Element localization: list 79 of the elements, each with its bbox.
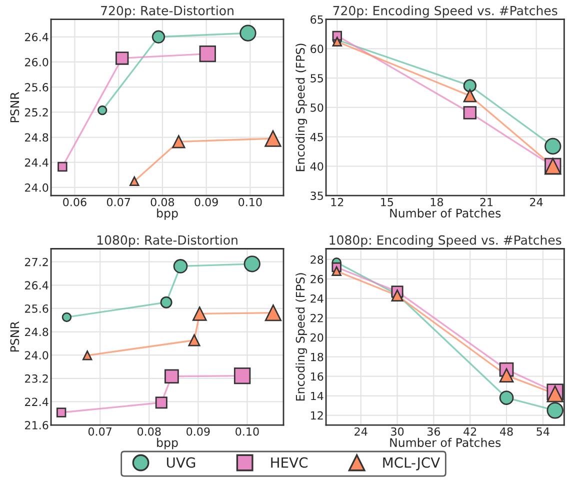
y-tick-label: 50 xyxy=(310,103,324,112)
x-tick-label: 42 xyxy=(464,427,476,436)
x-tick-label: 0.08 xyxy=(137,427,161,436)
y-tick-label: 24 xyxy=(310,294,324,303)
x-tick-label: 0.09 xyxy=(194,198,218,206)
x-tick-label: 0.09 xyxy=(186,427,210,436)
y-tick-label: 22.4 xyxy=(25,398,48,406)
x-tick-label: 48 xyxy=(500,427,513,436)
y-axis-title: PSNR xyxy=(10,92,20,122)
y-axis-title: PSNR xyxy=(10,321,20,352)
chart-title: 720p: Encoding Speed vs. #Patches xyxy=(333,6,558,18)
point xyxy=(160,296,172,308)
y-axis-title: Encoding Speed (FPS) xyxy=(296,44,308,172)
x-tick-label: 24 xyxy=(354,427,368,436)
x-tick-label: 15 xyxy=(381,198,394,206)
y-tick-label: 26.0 xyxy=(25,58,48,66)
chart-title: 720p: Rate-Distortion xyxy=(101,6,234,18)
x-axis-title: Number of Patches xyxy=(390,208,501,218)
chart-title: 1080p: Encoding Speed vs. #Patches xyxy=(330,235,562,248)
point xyxy=(152,30,166,44)
y-tick-label: 24.8 xyxy=(25,328,48,336)
y-tick-label: 27.2 xyxy=(25,258,48,266)
y-tick-label: 24.8 xyxy=(25,133,48,142)
y-axis-title: Encoding Speed (FPS) xyxy=(296,273,308,401)
x-axis-title: Number of Patches xyxy=(390,438,501,448)
y-tick-label: 21.6 xyxy=(25,421,48,430)
y-tick-label: 35 xyxy=(310,192,323,200)
y-tick-label: 20 xyxy=(310,333,324,342)
y-tick-label: 25.6 xyxy=(25,83,48,92)
y-tick-label: 45 xyxy=(310,132,323,142)
y-tick-label: 24.0 xyxy=(25,351,48,360)
y-tick-label: 25.6 xyxy=(25,304,48,313)
y-tick-label: 26 xyxy=(310,274,324,284)
chart-title: 1080p: Rate-Distortion xyxy=(97,235,238,248)
y-tick-label: 60 xyxy=(310,44,324,54)
y-tick-label: 22 xyxy=(310,314,323,322)
y-tick-label: 25.2 xyxy=(25,108,48,117)
y-tick-label: 24.4 xyxy=(25,158,48,167)
x-tick-label: 0.10 xyxy=(236,427,259,436)
y-tick-label: 16 xyxy=(311,372,324,381)
x-tick-label: 24 xyxy=(530,198,543,206)
x-tick-label: 0.06 xyxy=(63,198,86,206)
point xyxy=(164,369,179,384)
point xyxy=(155,396,168,409)
point xyxy=(192,306,207,321)
x-tick-label: 18 xyxy=(430,198,444,206)
x-tick-label: 0.10 xyxy=(238,198,262,206)
x-tick-label: 12 xyxy=(331,198,344,206)
point xyxy=(173,259,188,274)
y-tick-label: 40 xyxy=(310,162,324,171)
point xyxy=(172,135,186,148)
y-tick-label: 18 xyxy=(311,352,324,362)
y-tick-label: 12 xyxy=(311,411,323,420)
legend-label: MCL-JCV xyxy=(383,457,440,470)
x-axis-title: bpp xyxy=(157,438,178,450)
y-tick-label: 23.2 xyxy=(25,374,48,383)
y-tick-label: 65 xyxy=(310,15,323,24)
x-axis-title: bpp xyxy=(157,208,178,220)
point xyxy=(463,106,476,120)
x-tick-label: 0.08 xyxy=(150,198,174,206)
point xyxy=(499,390,514,405)
x-tick-label: 36 xyxy=(427,427,440,436)
x-tick-label: 21 xyxy=(480,198,493,206)
legend-label: HEVC xyxy=(271,457,308,468)
x-tick-label: 0.07 xyxy=(88,427,112,436)
y-tick-label: 26.4 xyxy=(25,32,48,42)
y-tick-label: 26.4 xyxy=(25,281,48,290)
point xyxy=(115,52,129,65)
point xyxy=(188,334,200,346)
point xyxy=(463,89,476,102)
legend-label: UVG xyxy=(166,457,196,468)
y-tick-label: 14 xyxy=(311,392,324,400)
point xyxy=(499,368,514,383)
y-tick-label: 24.0 xyxy=(25,183,48,192)
x-tick-label: 54 xyxy=(536,427,550,436)
x-tick-label: 30 xyxy=(391,427,404,436)
x-tick-label: 0.07 xyxy=(106,198,130,206)
y-tick-label: 55 xyxy=(310,74,323,82)
y-tick-label: 28 xyxy=(310,255,324,264)
